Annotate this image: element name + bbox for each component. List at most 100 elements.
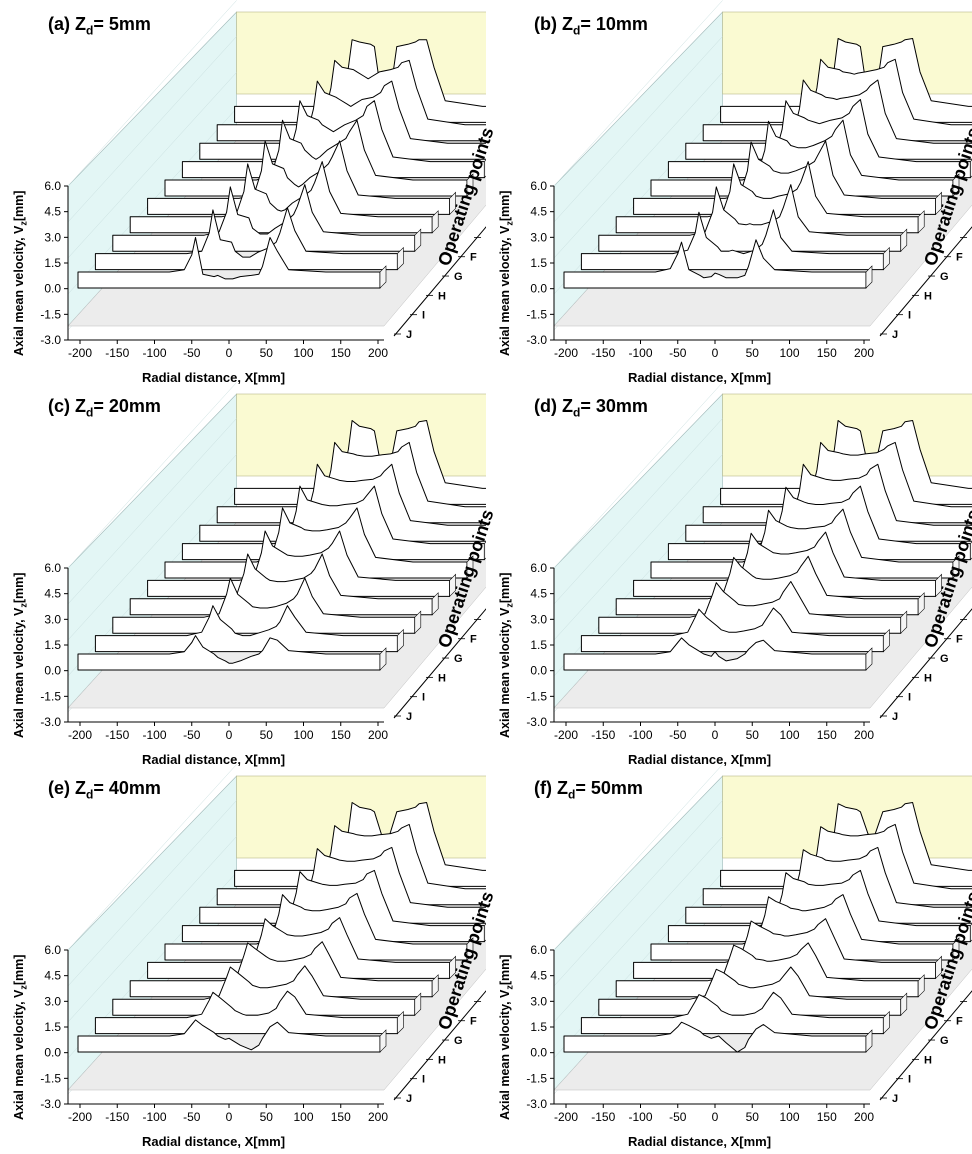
y-tick-label: -3.0 bbox=[40, 1097, 61, 1111]
x-tick-label: -100 bbox=[142, 1110, 166, 1124]
series-line-I bbox=[580, 607, 884, 653]
series-slab-G bbox=[917, 974, 925, 998]
wall-gridline bbox=[553, 382, 723, 569]
y-tick-label: 3.0 bbox=[44, 994, 61, 1008]
y-axis-label-main: Axial mean velocity, V bbox=[498, 607, 512, 738]
panel-title-sub: d bbox=[86, 787, 94, 802]
y-tick-label: 4.5 bbox=[530, 587, 547, 601]
series-label-J: J bbox=[892, 711, 898, 723]
series-label-F: F bbox=[470, 1016, 477, 1028]
series-label-H: H bbox=[438, 290, 446, 302]
series-label-G: G bbox=[454, 653, 463, 665]
panel-title: (c) Zd= 20mm bbox=[48, 396, 161, 420]
x-tick-label: -50 bbox=[183, 1110, 201, 1124]
panel-letter: (d) bbox=[534, 396, 562, 416]
y-tick-label: 6.0 bbox=[44, 943, 61, 957]
panel-title-sub: d bbox=[86, 23, 94, 38]
y-tick-label: -1.5 bbox=[40, 307, 61, 321]
depth-axis bbox=[879, 990, 972, 1101]
y-tick-label: -1.5 bbox=[526, 307, 547, 321]
panel-title: (e) Zd= 40mm bbox=[48, 778, 161, 802]
panel-title: (a) Zd= 5mm bbox=[48, 14, 151, 38]
y-tick-label: 4.5 bbox=[530, 969, 547, 983]
y-tick-label: 1.5 bbox=[44, 256, 61, 270]
panel-title-var: Z bbox=[556, 778, 568, 798]
x-tick-label: -200 bbox=[68, 346, 92, 360]
wall-gridline bbox=[553, 800, 723, 987]
y-tick-label: 4.5 bbox=[44, 205, 61, 219]
y-tick-label: 6.0 bbox=[44, 561, 61, 575]
series-label-H: H bbox=[438, 1054, 446, 1066]
series-label-I: I bbox=[908, 310, 911, 322]
x-tick-label: -50 bbox=[669, 728, 687, 742]
series-label-F: F bbox=[956, 1016, 963, 1028]
series-line-I bbox=[94, 605, 398, 653]
series-slab-D bbox=[484, 923, 486, 943]
series-label-F: F bbox=[956, 634, 963, 646]
panel-e: ABCDEFGHIJ-3.0-1.50.01.53.04.56.0-200-15… bbox=[0, 764, 498, 1149]
x-tick-label: 100 bbox=[293, 346, 313, 360]
chart-svg: ABCDEFGHIJ-3.0-1.50.01.53.04.56.0-200-15… bbox=[40, 382, 486, 742]
x-tick-label: 50 bbox=[260, 346, 274, 360]
chart-svg: ABCDEFGHIJ-3.0-1.50.01.53.04.56.0-200-15… bbox=[526, 0, 972, 360]
series-label-I: I bbox=[422, 1074, 425, 1086]
panel-title-sub: d bbox=[572, 23, 581, 38]
depth-axis bbox=[879, 608, 972, 719]
series-label-H: H bbox=[924, 672, 932, 684]
y-axis-label-main: Axial mean velocity, V bbox=[498, 225, 512, 356]
series-line-I bbox=[94, 207, 398, 271]
series-slab-E bbox=[466, 173, 474, 197]
series-slab-D bbox=[484, 159, 486, 179]
series-slab-G bbox=[917, 592, 925, 616]
series-slab-I bbox=[397, 246, 404, 271]
x-tick-label: 100 bbox=[779, 1110, 799, 1124]
x-tick-label: 100 bbox=[293, 1110, 313, 1124]
panel-title-var: Z bbox=[75, 14, 86, 34]
series-label-G: G bbox=[454, 271, 463, 283]
y-axis-label-main: Axial mean velocity, V bbox=[12, 989, 26, 1120]
series-label-G: G bbox=[940, 271, 949, 283]
x-axis-label: Radial distance, X[mm] bbox=[628, 1134, 772, 1149]
y-tick-label: 1.5 bbox=[530, 638, 547, 652]
panel-title-var: Z bbox=[561, 396, 573, 416]
wall-gridline bbox=[67, 36, 237, 223]
series-slab-H bbox=[414, 610, 422, 634]
y-tick-label: 6.0 bbox=[44, 179, 61, 193]
wall-gridline bbox=[67, 382, 237, 569]
y-tick-label: -3.0 bbox=[40, 715, 61, 729]
y-tick-label: 4.5 bbox=[44, 587, 61, 601]
series-label-I: I bbox=[908, 1074, 911, 1086]
panel-title-value: = 30mm bbox=[580, 396, 648, 416]
panel-title-sub: d bbox=[567, 787, 576, 802]
series-label-I: I bbox=[422, 692, 425, 704]
series-slab-I bbox=[397, 1010, 404, 1035]
panel-title-value: = 20mm bbox=[93, 396, 161, 416]
series-slab-F bbox=[935, 955, 942, 980]
y-axis-label-unit: [mm] bbox=[12, 954, 26, 986]
series-slab-J bbox=[379, 647, 387, 671]
x-tick-label: 50 bbox=[746, 728, 760, 742]
x-tick-label: 200 bbox=[854, 346, 874, 360]
series-label-F: F bbox=[956, 252, 963, 264]
y-axis-label-sub: z bbox=[504, 985, 515, 990]
panel-title-sub: d bbox=[86, 405, 94, 420]
series-label-G: G bbox=[940, 1035, 949, 1047]
y-tick-label: 3.0 bbox=[530, 612, 547, 626]
x-tick-label: 200 bbox=[368, 728, 388, 742]
x-tick-label: 150 bbox=[817, 728, 837, 742]
chart-svg: ABCDEFGHIJ-3.0-1.50.01.53.04.56.0-200-15… bbox=[40, 764, 486, 1124]
x-axis-label: Radial distance, X[mm] bbox=[142, 1134, 286, 1149]
wall-gridline bbox=[67, 0, 237, 187]
y-tick-label: 0.0 bbox=[530, 282, 547, 296]
panel-b: ABCDEFGHIJ-3.0-1.50.01.53.04.56.0-200-15… bbox=[486, 0, 972, 385]
y-tick-label: 0.0 bbox=[44, 664, 61, 678]
x-tick-label: 150 bbox=[817, 1110, 837, 1124]
x-tick-label: -50 bbox=[669, 346, 687, 360]
x-axis-label: Radial distance, X[mm] bbox=[142, 752, 286, 767]
series-slab-D bbox=[484, 541, 486, 561]
x-tick-label: 200 bbox=[368, 1110, 388, 1124]
series-line-I bbox=[580, 209, 884, 271]
y-axis-label-unit: [mm] bbox=[498, 190, 512, 222]
x-tick-label: 50 bbox=[260, 728, 274, 742]
